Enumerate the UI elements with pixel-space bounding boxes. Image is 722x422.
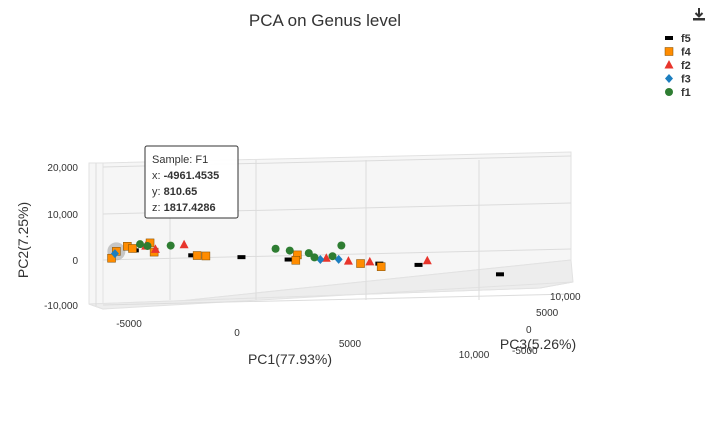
tooltip-z-value: 1817.4286 bbox=[164, 202, 216, 214]
tick-labels: -10,000 0 10,000 20,000 -5000 0 5000 10,000 -500… bbox=[44, 163, 581, 361]
point-f4[interactable] bbox=[128, 244, 137, 253]
data-points bbox=[107, 238, 504, 277]
y-tick-label: 0 bbox=[72, 256, 78, 267]
legend-label-f2[interactable]: f2 bbox=[681, 60, 691, 72]
legend-marker-f1 bbox=[665, 88, 673, 96]
grid-line-y bbox=[102, 248, 572, 261]
point-f5[interactable] bbox=[495, 272, 504, 277]
tooltip-z-label: z: bbox=[152, 202, 161, 214]
y-tick-label: 20,000 bbox=[47, 163, 78, 174]
tooltip: Sample: F1 x: -4961.4535 y: 810.65 z: 18… bbox=[144, 145, 239, 219]
point-f4[interactable] bbox=[201, 251, 211, 261]
z-axis-label: PC3(5.26%) bbox=[500, 336, 576, 352]
tooltip-x-label: x: bbox=[152, 170, 161, 182]
grid-line-y bbox=[102, 293, 572, 306]
legend-label-f5[interactable]: f5 bbox=[681, 33, 691, 45]
point-f1[interactable] bbox=[285, 246, 294, 255]
point-f2[interactable] bbox=[422, 255, 432, 265]
x-tick-label: 10,000 bbox=[459, 350, 490, 361]
legend-marker-f4 bbox=[664, 47, 674, 56]
point-f4[interactable] bbox=[192, 251, 202, 260]
point-f1[interactable] bbox=[337, 241, 346, 250]
point-f2[interactable] bbox=[365, 256, 375, 266]
svg-text:x: -4961.4535: x: -4961.4535 bbox=[152, 170, 219, 182]
z-tick-label: 0 bbox=[526, 325, 532, 336]
legend-marker-f3 bbox=[665, 74, 673, 83]
tooltip-sample: Sample: F1 bbox=[152, 154, 208, 166]
point-f4[interactable] bbox=[376, 262, 386, 271]
legend-label-f4[interactable]: f4 bbox=[681, 47, 692, 59]
point-f5[interactable] bbox=[284, 257, 293, 262]
point-f4[interactable] bbox=[291, 256, 301, 265]
point-f2[interactable] bbox=[343, 256, 353, 265]
point-f5[interactable] bbox=[414, 262, 423, 267]
svg-text:y: 810.65: y: 810.65 bbox=[152, 186, 197, 198]
legend-marker-f2 bbox=[664, 60, 674, 69]
tooltip-y-value: 810.65 bbox=[164, 186, 198, 198]
legend-label-f3[interactable]: f3 bbox=[681, 74, 691, 86]
point-f5[interactable] bbox=[237, 255, 246, 260]
z-tick-label: 5000 bbox=[536, 308, 559, 319]
point-f1[interactable] bbox=[328, 252, 337, 261]
point-f3[interactable] bbox=[334, 254, 343, 264]
point-f5[interactable] bbox=[188, 253, 197, 258]
point-f4[interactable] bbox=[356, 259, 365, 268]
download-icon[interactable] bbox=[691, 6, 707, 22]
legend-label-f1[interactable]: f1 bbox=[681, 87, 691, 99]
z-tick-label: -5000 bbox=[512, 346, 538, 357]
point-f1[interactable] bbox=[136, 240, 145, 249]
y-axis-label: PC2(7.25%) bbox=[15, 202, 31, 278]
point-f2[interactable] bbox=[179, 239, 189, 249]
point-f1[interactable] bbox=[166, 241, 175, 250]
point-f1[interactable] bbox=[310, 253, 319, 262]
y-tick-label: -10,000 bbox=[44, 301, 78, 312]
x-tick-label: 0 bbox=[234, 328, 240, 339]
point-f2[interactable] bbox=[150, 244, 160, 253]
x-tick-label: 5000 bbox=[339, 339, 362, 350]
legend-marker-f5 bbox=[665, 36, 673, 40]
chart-title: PCA on Genus level bbox=[249, 11, 401, 30]
x-axis-label: PC1(77.93%) bbox=[248, 351, 332, 367]
y-tick-label: 10,000 bbox=[47, 210, 78, 221]
x-tick-label: -5000 bbox=[116, 319, 142, 330]
point-f1[interactable] bbox=[271, 244, 280, 253]
point-f1[interactable] bbox=[304, 249, 313, 258]
svg-text:z: 1817.4286: z: 1817.4286 bbox=[152, 202, 216, 214]
z-tick-label: 10,000 bbox=[550, 292, 581, 303]
tooltip-y-label: y: bbox=[152, 186, 161, 198]
tooltip-x-value: -4961.4535 bbox=[164, 170, 220, 182]
point-f3[interactable] bbox=[110, 249, 119, 259]
point-f1[interactable] bbox=[143, 241, 152, 250]
